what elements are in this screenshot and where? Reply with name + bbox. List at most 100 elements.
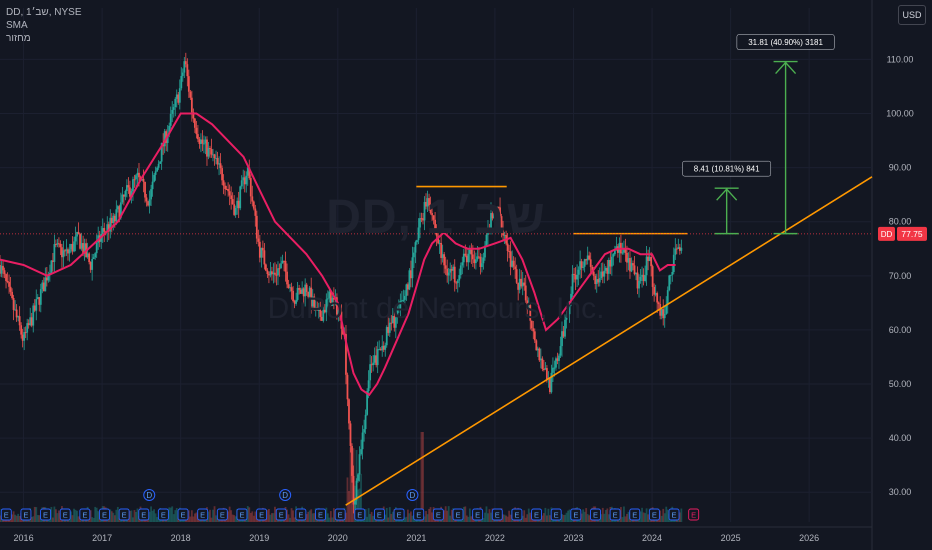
candle-body [394, 317, 397, 328]
earnings-marker-label: E [593, 511, 598, 520]
earnings-marker [531, 508, 543, 521]
earnings-marker [413, 508, 425, 521]
candle-body [345, 334, 347, 375]
volume-indicator-label[interactable]: מחזור [6, 33, 31, 44]
candle-body [607, 260, 610, 274]
volume-bar [35, 507, 38, 522]
target-label-box [682, 160, 772, 177]
volume-bar [233, 515, 236, 522]
candle-body [499, 207, 501, 217]
candle-body [245, 175, 248, 185]
volume-bar [360, 473, 362, 522]
volume-bar [209, 509, 211, 522]
volume-bar [567, 510, 569, 522]
candle-body [157, 163, 160, 168]
price-tick-label: 50.00 [889, 379, 912, 389]
earnings-marker [354, 508, 366, 521]
volume-bar [484, 512, 486, 522]
time-tick-label: 2016 [14, 533, 34, 543]
symbol-watermark: DD, 1שב׳ [326, 191, 546, 244]
candle-body [476, 256, 479, 260]
volume-bar [195, 512, 198, 522]
volume-bar [53, 506, 56, 522]
candle-body [107, 224, 110, 232]
sma-line [0, 112, 676, 397]
candle-body [124, 191, 127, 197]
volume-bar [11, 514, 13, 522]
candle-body [521, 282, 524, 287]
earnings-marker-label: E [102, 511, 107, 520]
candle-body [201, 139, 204, 144]
volume-bar [329, 511, 332, 522]
candle-body [473, 259, 476, 264]
sma-indicator-label[interactable]: SMA [6, 20, 28, 31]
candle-body [218, 163, 220, 165]
candle-body [544, 368, 547, 370]
candle-body [511, 260, 514, 267]
candle-body [426, 198, 429, 207]
candle-body [556, 358, 559, 361]
volume-bar [18, 516, 21, 522]
candle-body [541, 358, 544, 369]
currency-button[interactable]: USD [898, 5, 926, 25]
earnings-marker [197, 508, 209, 521]
dividend-marker-label: D [282, 491, 288, 500]
volume-bar [485, 506, 488, 522]
volume-bar [228, 506, 231, 522]
candle-body [88, 253, 91, 263]
earnings-marker [373, 508, 385, 521]
candle-body [50, 260, 53, 274]
volume-bar [388, 507, 391, 522]
volume-bar [387, 517, 390, 522]
candle-body [260, 247, 263, 258]
candle-body [269, 271, 272, 276]
earnings-marker-label: E [82, 511, 87, 520]
candle-body [268, 274, 270, 276]
volume-bar [561, 513, 563, 522]
candle-body [198, 139, 201, 144]
candle-body [680, 247, 683, 251]
candle-body [160, 143, 163, 162]
dividend-marker [406, 489, 419, 501]
candle-body [361, 432, 364, 450]
volume-bar [50, 506, 53, 522]
candle-body [367, 380, 370, 392]
volume-bar [293, 517, 296, 522]
candle-body [369, 364, 372, 381]
candle-body [178, 88, 181, 103]
volume-bar [364, 509, 367, 522]
candle-body [39, 289, 42, 305]
candle-body [437, 235, 440, 244]
volume-bar [272, 513, 275, 522]
candle-body [573, 273, 575, 275]
candle-body [118, 206, 121, 218]
volume-bar [15, 515, 18, 522]
candle-body [6, 280, 9, 282]
candle-body [133, 179, 136, 181]
candle-body [443, 254, 446, 266]
volume-bar [254, 511, 257, 522]
candle-body [453, 266, 456, 283]
candle-body [180, 75, 183, 89]
volume-bar [346, 477, 349, 522]
candle-body [471, 254, 474, 260]
candle-body [271, 271, 273, 275]
candle-body [228, 191, 231, 196]
earnings-marker-label: E [397, 511, 402, 520]
candle-body [255, 215, 258, 239]
volume-bar [488, 509, 491, 522]
candle-body [319, 310, 322, 317]
candle-body [663, 313, 666, 319]
candle-body [650, 256, 653, 267]
volume-bar [562, 514, 565, 522]
volume-bar [431, 512, 433, 522]
candle-body [206, 139, 208, 157]
time-tick-label: 2017 [92, 533, 112, 543]
target-label-box [736, 34, 835, 50]
volume-bar [212, 509, 214, 522]
candle-body [266, 270, 269, 275]
volume-bar [607, 514, 610, 522]
time-tick-label: 2025 [721, 533, 741, 543]
volume-bar [110, 511, 113, 522]
